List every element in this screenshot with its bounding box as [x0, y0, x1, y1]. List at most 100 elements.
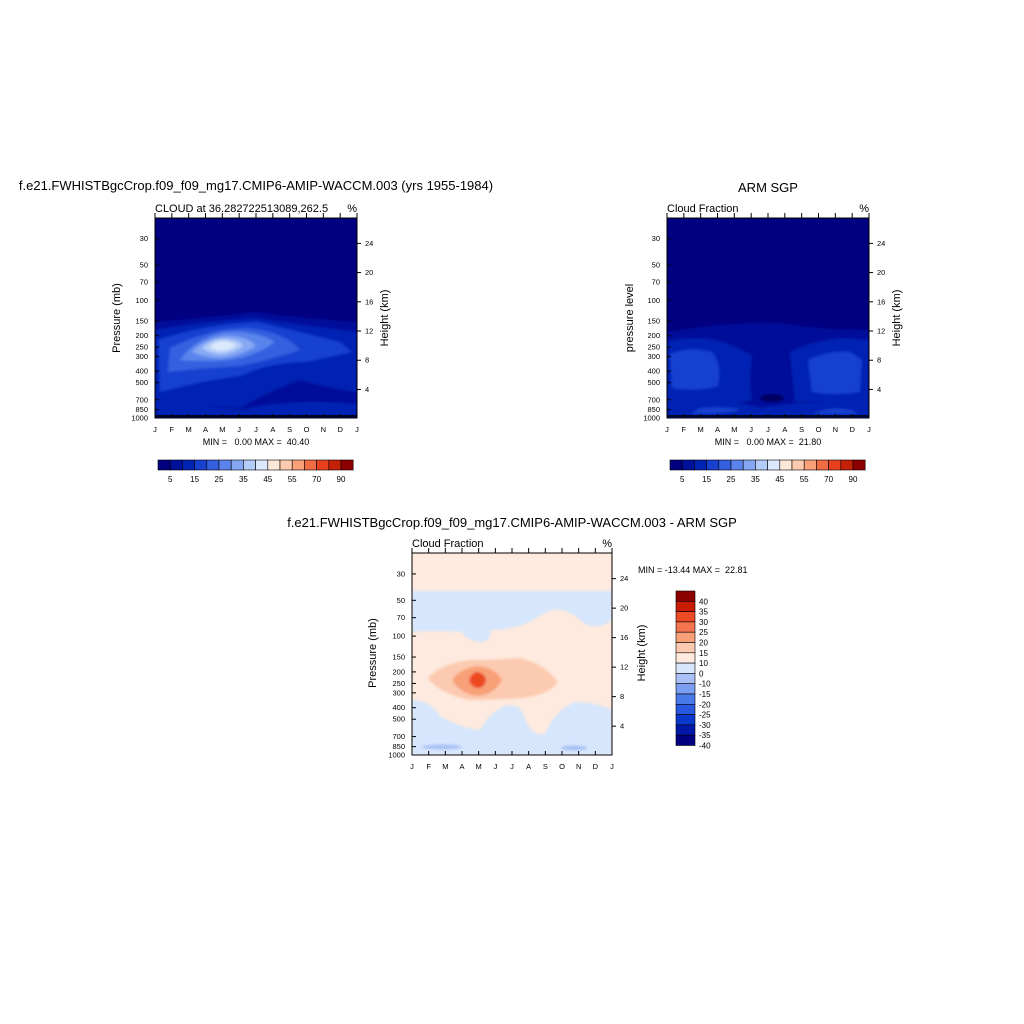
- y-tick-label: 100: [647, 296, 660, 305]
- colorbar-label: 25: [699, 628, 708, 637]
- x-tick-label: O: [816, 425, 822, 434]
- panel-diff-ylabel-right: Height (km): [636, 625, 648, 682]
- colorbar-swatch: [675, 621, 696, 633]
- x-tick-label: J: [867, 425, 871, 434]
- colorbar-swatch: [675, 600, 696, 612]
- y-right-tick-label: 20: [877, 268, 885, 277]
- y-tick-label: 1000: [131, 414, 148, 423]
- colorbar-label: 30: [699, 618, 708, 627]
- diff-neg-spot-right: [561, 745, 587, 751]
- colorbar-label: 90: [849, 475, 858, 484]
- y-right-tick-label: 20: [365, 268, 373, 277]
- colorbar-label: -10: [699, 680, 711, 689]
- colorbar-swatch: [675, 673, 696, 685]
- colorbar-swatch: [304, 459, 317, 471]
- colorbar-swatch: [218, 459, 232, 471]
- colorbar-swatch: [157, 459, 171, 471]
- colorbar-label: -30: [699, 721, 711, 730]
- y-tick-label: 150: [647, 317, 660, 326]
- x-tick-label: O: [559, 762, 565, 771]
- y-tick-label: 200: [135, 331, 148, 340]
- colorbar-swatch: [267, 459, 281, 471]
- x-tick-label: F: [682, 425, 687, 434]
- colorbar-swatch: [852, 459, 866, 471]
- y-tick-label: 700: [647, 395, 660, 404]
- y-tick-label: 300: [647, 352, 660, 361]
- colorbar-label: -20: [699, 700, 711, 709]
- colorbar-swatch: [243, 459, 256, 471]
- y-right-tick-label: 4: [620, 722, 624, 731]
- x-tick-label: D: [849, 425, 855, 434]
- x-tick-label: A: [459, 762, 464, 771]
- colorbar-swatch: [675, 590, 696, 602]
- y-tick-label: 30: [140, 234, 148, 243]
- colorbar-swatch: [291, 459, 305, 471]
- panel-obs-title: ARM SGP: [738, 180, 798, 195]
- y-right-tick-label: 20: [620, 604, 628, 613]
- x-tick-label: J: [237, 425, 241, 434]
- colorbar-label: 15: [190, 475, 199, 484]
- x-tick-label: N: [833, 425, 838, 434]
- colorbar-label: 25: [215, 475, 224, 484]
- panel-diff-title: f.e21.FWHISTBgcCrop.f09_f09_mg17.CMIP6-A…: [287, 515, 737, 530]
- colorbar-swatch: [840, 459, 854, 471]
- x-tick-label: J: [610, 762, 614, 771]
- y-tick-label: 300: [135, 352, 148, 361]
- y-tick-label: 850: [392, 742, 405, 751]
- x-tick-label: S: [543, 762, 548, 771]
- colorbar-swatch: [669, 459, 683, 471]
- colorbar-label: 25: [727, 475, 736, 484]
- colorbar-label: 45: [263, 475, 272, 484]
- colorbar-swatch: [675, 693, 696, 705]
- colorbar-swatch: [779, 459, 793, 471]
- x-tick-label: A: [782, 425, 787, 434]
- colorbar-swatch: [675, 631, 696, 643]
- colorbar-swatch: [675, 734, 696, 746]
- x-tick-label: A: [715, 425, 720, 434]
- obs-low-core: [690, 407, 740, 414]
- y-right-tick-label: 16: [620, 633, 628, 642]
- colorbar-swatch: [675, 683, 696, 695]
- y-tick-label: 200: [647, 331, 660, 340]
- colorbar-swatch: [730, 459, 744, 471]
- colorbar-swatch: [675, 642, 696, 654]
- y-tick-label: 700: [392, 732, 405, 741]
- y-tick-label: 70: [652, 278, 660, 287]
- colorbar-swatch: [675, 662, 696, 674]
- y-tick-label: 50: [652, 260, 660, 269]
- panel-obs-field: [667, 218, 869, 418]
- panel-diff-subtitle: Cloud Fraction: [412, 538, 484, 550]
- y-tick-label: 500: [647, 378, 660, 387]
- y-tick-label: 150: [135, 317, 148, 326]
- colorbar-swatch: [328, 459, 342, 471]
- colorbar-swatch: [230, 459, 244, 471]
- x-tick-label: A: [270, 425, 275, 434]
- colorbar-label: 5: [680, 475, 685, 484]
- colorbar-label: 20: [699, 639, 708, 648]
- panel-model-subtitle: CLOUD at 36.282722513089,262.5: [155, 203, 328, 215]
- y-tick-label: 850: [647, 405, 660, 414]
- diff-neg-spot-left: [422, 744, 462, 750]
- panel-obs-ylabel: pressure level: [624, 284, 636, 352]
- colorbar-swatch: [828, 459, 842, 471]
- diff-neg-top: [412, 591, 612, 642]
- colorbar-swatch: [675, 714, 696, 726]
- panel-obs: ARM SGP Cloud Fraction % J F M A M J J A S O N D J 30…: [624, 180, 903, 484]
- x-tick-label: J: [355, 425, 359, 434]
- colorbar-label: 45: [775, 475, 784, 484]
- x-tick-label: N: [576, 762, 581, 771]
- y-tick-label: 50: [397, 596, 405, 605]
- x-tick-label: J: [766, 425, 770, 434]
- y-tick-label: 400: [647, 367, 660, 376]
- colorbar-label: -40: [699, 742, 711, 751]
- y-right-tick-label: 24: [365, 239, 373, 248]
- y-right-tick-label: 12: [620, 663, 628, 672]
- colorbar-label: 10: [699, 659, 708, 668]
- obs-low-core-b: [812, 408, 858, 414]
- colorbar-swatch: [694, 459, 707, 471]
- y-tick-label: 70: [397, 613, 405, 622]
- panel-model: f.e21.FWHISTBgcCrop.f09_f09_mg17.CMIP6-A…: [19, 178, 493, 484]
- obs-contour-15b: [808, 351, 862, 394]
